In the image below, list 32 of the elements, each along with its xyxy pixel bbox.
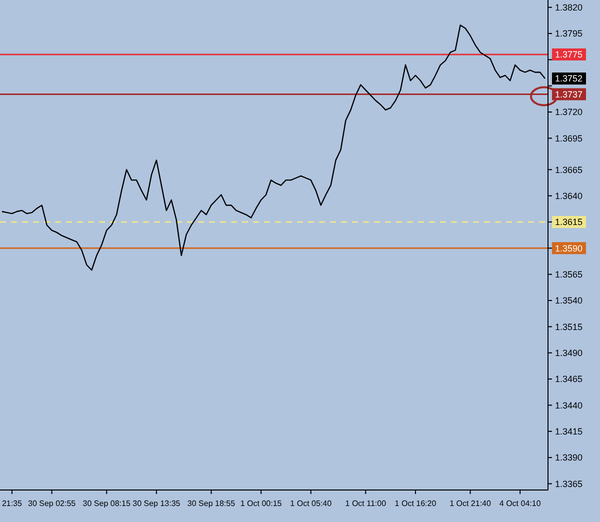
x-tick-label: 30 Sep 08:15 — [82, 499, 131, 508]
y-tick-label: 1.3565 — [555, 269, 583, 280]
y-tick-label: 1.3640 — [555, 190, 583, 201]
x-tick-label: 1 Oct 00:15 — [240, 499, 282, 508]
x-tick-label: 30 Sep 13:35 — [132, 499, 181, 508]
y-tick-label: 1.3515 — [555, 322, 583, 332]
x-tick-label: 1 Oct 05:40 — [290, 499, 332, 508]
x-tick-label: 1 Oct 11:00 — [345, 499, 387, 508]
x-tick-label: 30 Sep 18:55 — [187, 499, 236, 508]
x-tick-label: 4 Oct 04:10 — [499, 499, 542, 508]
ref-line-label: 1.3615 — [555, 217, 583, 228]
y-tick-label: 1.3695 — [555, 133, 583, 144]
y-tick-label: 1.3415 — [555, 426, 583, 437]
y-tick-label: 1.3390 — [555, 452, 583, 463]
y-tick-label: 1.3820 — [555, 2, 583, 12]
y-tick-label: 1.3465 — [555, 374, 583, 384]
x-tick-label: 1 Oct 16:20 — [394, 499, 437, 508]
y-tick-label: 1.3720 — [555, 107, 583, 118]
line-series — [1, 24, 546, 271]
x-tick-label: 1 Oct 21:40 — [450, 499, 492, 508]
y-tick-label: 1.3490 — [555, 348, 583, 358]
x-tick-label: 21:35 — [2, 499, 23, 508]
ref-line-label: 1.3775 — [555, 50, 583, 60]
y-tick-label: 1.3540 — [555, 296, 583, 306]
y-tick-label: 1.3795 — [555, 28, 583, 39]
text: 1.3752 — [555, 74, 583, 84]
ref-line-label: 1.3737 — [555, 89, 583, 100]
ref-line-label: 1.3590 — [555, 243, 583, 254]
y-tick-label: 1.3440 — [555, 400, 583, 410]
y-tick-label: 1.3365 — [555, 478, 583, 489]
y-tick-label: 1.3665 — [555, 164, 583, 175]
x-tick-label: 30 Sep 02:55 — [28, 499, 76, 508]
